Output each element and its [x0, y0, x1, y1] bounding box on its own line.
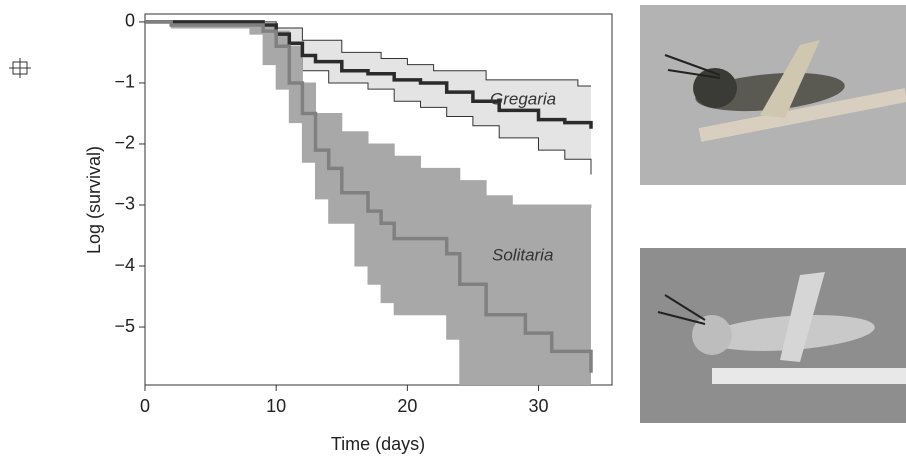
y-tick-label: 0: [125, 11, 135, 31]
band-upper: [145, 21, 591, 87]
series-label: Gregaria: [490, 89, 556, 108]
y-tick-label: −5: [114, 316, 135, 336]
series-label: Solitaria: [492, 245, 553, 264]
x-tick-label: 30: [529, 396, 549, 416]
y-axis-label: Log (survival): [84, 146, 104, 254]
x-tick-label: 0: [140, 396, 150, 416]
y-tick-label: −4: [114, 255, 135, 275]
survival-line: [145, 20, 593, 373]
icon: [9, 58, 31, 78]
x-tick-label: 10: [266, 396, 286, 416]
x-axis-label: Time (days): [331, 434, 425, 454]
x-tick-label: 20: [397, 396, 417, 416]
plot: [144, 13, 613, 386]
band-lower: [145, 21, 591, 385]
y-tick-label: −1: [114, 72, 135, 92]
survival-line: [145, 20, 593, 129]
y-tick-label: −3: [114, 194, 135, 214]
y-tick-label: −2: [114, 133, 135, 153]
photo-solitaria: [640, 248, 906, 423]
plot-data: [145, 20, 593, 385]
photo-gregaria: [640, 5, 906, 185]
band-upper: [145, 21, 592, 208]
